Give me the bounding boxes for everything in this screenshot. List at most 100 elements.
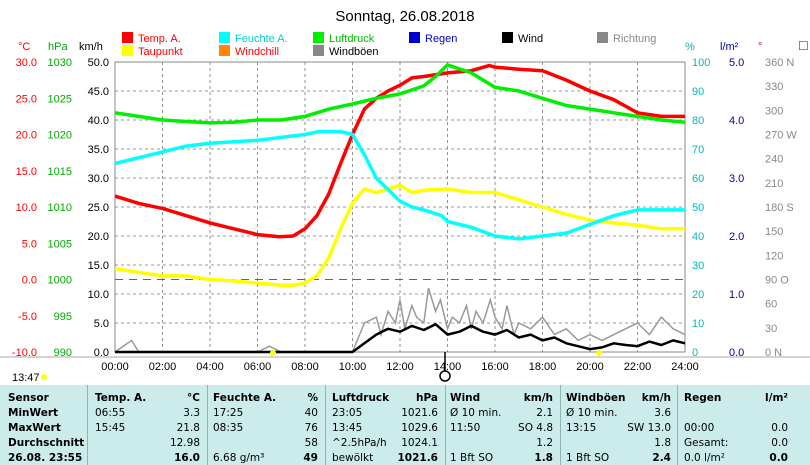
sunset-icon bbox=[596, 350, 602, 356]
x-tick-label: 06:00 bbox=[244, 361, 272, 373]
y-tick-pressure: 995 bbox=[54, 311, 72, 323]
legend-label-temp: Temp. A. bbox=[138, 33, 181, 45]
stats-cell-humid-time: 17:25 bbox=[213, 407, 244, 419]
stats-cell-rain-time: 00:00 bbox=[684, 422, 715, 434]
header-rain: Regen bbox=[684, 392, 722, 404]
y-tick-temp: -10.0 bbox=[12, 347, 37, 359]
header-gusts: Windböen bbox=[566, 392, 626, 404]
axis-unit-wind: km/h bbox=[79, 41, 103, 53]
stats-cell-gust-val: 2.4 bbox=[652, 452, 671, 464]
y-tick-humidity: 0 bbox=[692, 347, 698, 359]
stats-cell-label: 26.08. 23:55 bbox=[8, 452, 83, 464]
y-tick-direction: 0 N bbox=[765, 347, 782, 359]
stats-cell-press-time: bewölkt bbox=[332, 452, 374, 464]
y-tick-direction: 360 N bbox=[765, 57, 794, 69]
axis-unit-pressure: hPa bbox=[48, 41, 68, 53]
stats-cell-wind-val: 1.8 bbox=[534, 452, 553, 464]
divider bbox=[207, 385, 208, 465]
y-tick-direction: 210 bbox=[765, 178, 783, 190]
stats-table: Sensor Temp. A. °C Feuchte A. % Luftdruc… bbox=[0, 385, 810, 465]
stats-cell-temp-val: 16.0 bbox=[174, 452, 200, 464]
legend-label-windchill: Windchill bbox=[235, 46, 279, 58]
x-tick-label: 20:00 bbox=[576, 361, 604, 373]
stats-cell-temp-val: 21.8 bbox=[176, 422, 200, 434]
x-tick-label: 02:00 bbox=[149, 361, 177, 373]
y-tick-humidity: 70 bbox=[692, 144, 704, 156]
header-rain-unit: l/m² bbox=[765, 392, 788, 404]
x-axis-ticks: 00:00 02:00 04:00 06:00 08:00 10:00 12:00 14:00… bbox=[101, 361, 699, 373]
x-tick-label: 12:00 bbox=[386, 361, 414, 373]
stats-cell-press-time: ^2.5hPa/h bbox=[332, 437, 387, 449]
header-temp-unit: °C bbox=[187, 392, 200, 404]
y-tick-rain: 1.0 bbox=[729, 289, 744, 301]
stats-cell-temp-time: 06:55 bbox=[95, 407, 126, 419]
y-tick-humidity: 100 bbox=[692, 57, 710, 69]
stats-cell-press-val: 1024.1 bbox=[401, 437, 438, 449]
legend-label-direction: Richtung bbox=[613, 33, 656, 45]
y-tick-temp: 5.0 bbox=[22, 238, 37, 250]
divider bbox=[445, 385, 446, 465]
y-tick-pressure: 1025 bbox=[48, 93, 72, 105]
x-tick-label: 16:00 bbox=[481, 361, 509, 373]
y-tick-rain: 2.0 bbox=[729, 231, 744, 243]
weather-chart: Sonntag, 26.08.2018 Temp. A. Feuchte A. … bbox=[0, 8, 810, 384]
stats-cell-wind-val: 2.1 bbox=[536, 407, 553, 419]
x-tick-label: 14:00 bbox=[434, 361, 462, 373]
stats-cell-rain-val: 0.0 bbox=[769, 452, 788, 464]
y-tick-pressure: 1020 bbox=[48, 130, 72, 142]
series-feuchtea-line bbox=[114, 129, 685, 241]
stats-cell-humid-val: 76 bbox=[304, 422, 318, 434]
legend-swatch-direction bbox=[597, 32, 608, 43]
stats-cell-temp-val: 12.98 bbox=[169, 437, 200, 449]
y-tick-wind: 15.0 bbox=[88, 260, 109, 272]
stats-cell-gust-time: Ø 10 min. bbox=[566, 407, 618, 419]
y-tick-pressure: 1005 bbox=[48, 238, 72, 250]
axis-unit-direction: ° bbox=[758, 41, 762, 53]
header-wind: Wind bbox=[450, 392, 481, 404]
stats-cell-gust-time: 1 Bft SO bbox=[566, 452, 610, 464]
header-wind-unit: km/h bbox=[523, 392, 553, 404]
y-tick-rain: 5.0 bbox=[729, 57, 744, 69]
y-tick-direction: 300 bbox=[765, 105, 783, 117]
y-tick-pressure: 1010 bbox=[48, 202, 72, 214]
y-tick-direction: 150 bbox=[765, 226, 783, 238]
x-tick-label: 24:00 bbox=[671, 361, 699, 373]
stats-cell-humid-val: 58 bbox=[304, 437, 318, 449]
y-tick-direction: 30 bbox=[765, 323, 777, 335]
legend-swatch-humidity bbox=[219, 32, 230, 43]
stats-cell-temp-time: 15:45 bbox=[95, 422, 126, 434]
x-tick-label: 04:00 bbox=[196, 361, 224, 373]
chart-title: Sonntag, 26.08.2018 bbox=[335, 8, 474, 25]
header-gusts-unit: km/h bbox=[641, 392, 671, 404]
series-wind-line bbox=[115, 322, 686, 354]
y-tick-wind: 25.0 bbox=[88, 202, 109, 214]
y-tick-wind: 35.0 bbox=[88, 144, 109, 156]
y-tick-pressure: 990 bbox=[54, 347, 72, 359]
legend-swatch-dewpoint bbox=[122, 45, 133, 56]
y-tick-pressure: 1015 bbox=[48, 166, 72, 178]
stats-cell-humid-val: 49 bbox=[303, 452, 318, 464]
y-tick-temp: 10.0 bbox=[16, 202, 37, 214]
divider bbox=[560, 385, 561, 465]
y-tick-humidity: 20 bbox=[692, 289, 704, 301]
y-tick-direction: 60 bbox=[765, 299, 777, 311]
stats-cell-press-time: 13:45 bbox=[332, 422, 363, 434]
legend-swatch-temp bbox=[122, 32, 133, 43]
y-tick-wind: 5.0 bbox=[94, 318, 109, 330]
x-tick-label: 10:00 bbox=[339, 361, 367, 373]
axis-unit-rain: l/m² bbox=[720, 41, 739, 53]
legend-swatch-rain bbox=[409, 32, 420, 43]
y-tick-wind: 40.0 bbox=[88, 115, 109, 127]
axis-unit-temp: °C bbox=[18, 41, 30, 53]
y-tick-temp: 20.0 bbox=[16, 130, 37, 142]
legend-swatch-windchill bbox=[219, 45, 230, 56]
legend-swatch-wind bbox=[502, 32, 513, 43]
y-tick-wind: 20.0 bbox=[88, 231, 109, 243]
header-sensor: Sensor bbox=[8, 392, 49, 404]
y-tick-direction: 270 W bbox=[765, 130, 797, 142]
stats-cell-humid-time: 08:35 bbox=[213, 422, 244, 434]
legend-label-gusts: Windböen bbox=[329, 46, 379, 58]
x-tick-label: 22:00 bbox=[624, 361, 652, 373]
header-pressure: Luftdruck bbox=[332, 392, 390, 404]
stats-cell-press-val: 1021.6 bbox=[397, 452, 438, 464]
